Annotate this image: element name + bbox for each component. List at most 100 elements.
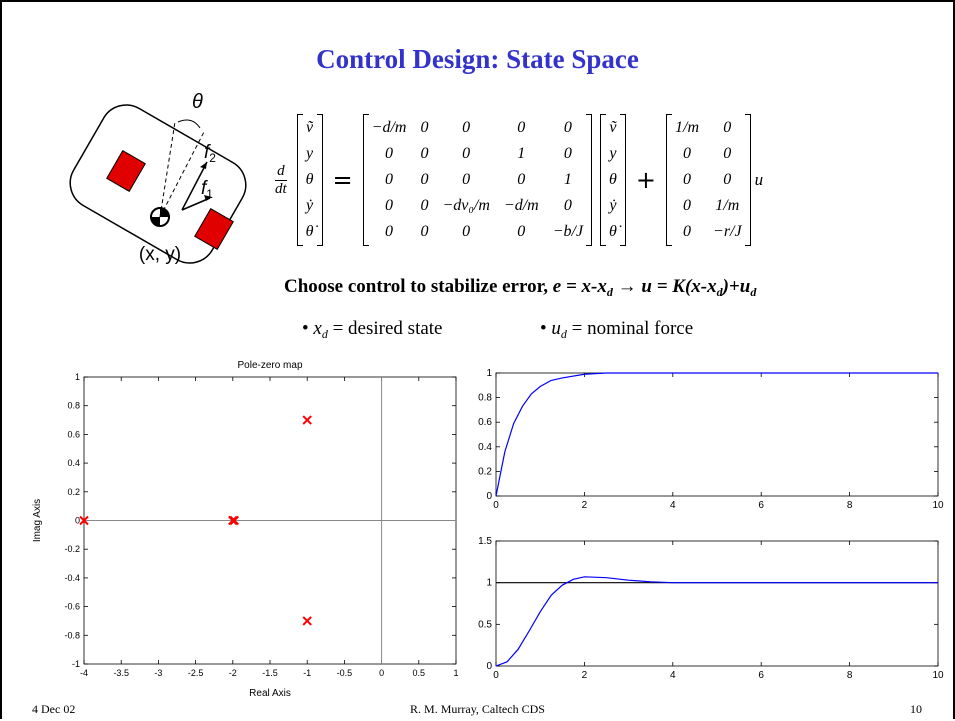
matrix-entry: 0 [675,142,699,166]
x-tick-label: 1 [453,668,458,678]
y-tick-label: 0 [486,491,492,502]
matrix-entry: 0 [713,116,742,140]
bullet-text: • [540,318,551,339]
slide: Control Design: State Space θ f2 f1 (x, … [0,0,955,721]
x-tick-label: -0.5 [337,668,353,678]
state-entry: ṽ [306,116,314,140]
x-tick-label: 10 [932,500,944,511]
y-tick-label: 0.6 [478,417,492,428]
matrix-entry: 0 [442,142,489,166]
y-tick-label: 0.5 [478,619,492,630]
matrix-entry: 0 [372,220,407,244]
force-label: 1 [206,187,213,201]
matrix-entry: 1/m [713,194,742,218]
x-tick-label: 0 [493,500,499,511]
matrix-entry: 0 [675,194,699,218]
x-tick-label: 8 [847,500,853,511]
matrix-entry: −r/J [713,220,742,244]
chart-title: Pole-zero map [237,360,302,371]
force-label: f2 [204,142,216,165]
y-tick-label: 0.4 [478,442,492,453]
y-tick-label: 0.6 [67,429,80,439]
x-tick-label: 6 [758,670,764,681]
matrix-entry: 0 [553,194,583,218]
state-entry: ẏ [609,194,617,218]
x-tick-label: 6 [758,500,764,511]
x-tick-label: -3.5 [113,668,129,678]
plot-frame [496,373,938,496]
footer-author: R. M. Murray, Caltech CDS [0,702,955,717]
x-tick-label: 0.5 [413,668,426,678]
statement-text: )+u [723,276,751,297]
derivative-num: d [275,163,287,181]
matrix-entry: 0 [372,168,407,192]
y-tick-label: 1 [486,368,492,379]
derivative-den: dt [275,181,287,198]
state-equation: ddt ṽyθẏθ̇ = −d/m0000000100000100−dv₀/m−… [275,112,769,248]
statement-text: Choose control to stabilize error, [284,276,553,297]
matrix-entry: 1/m [675,116,699,140]
matrix-entry: 0 [442,116,489,140]
x-tick-label: 0 [379,668,384,678]
bullet-text: = desired state [328,318,443,339]
x-tick-label: -1.5 [262,668,278,678]
matrix-entry: 1 [553,168,583,192]
y-tick-label: 0.8 [478,393,492,404]
y-tick-label: 1 [75,372,80,382]
force-label: 2 [209,151,216,165]
matrix-entry: 0 [504,168,539,192]
state-entry: θ̇ [306,220,314,244]
a-matrix: −d/m0000000100000100−dv₀/m−d/m00000−b/J [363,114,592,246]
statement-text: u = K(x-x [641,276,716,297]
matrix-entry: 0 [675,220,699,244]
state-entry: θ̇ [609,220,617,244]
matrix-entry: 0 [504,220,539,244]
input: u [755,170,764,190]
state-entry: ẏ [306,194,314,218]
statement-text: d [750,285,756,299]
matrix-entry: 0 [504,116,539,140]
state-entry: θ [609,168,617,192]
y-tick-label: -0.4 [64,573,80,583]
y-tick-label: 0.4 [67,458,80,468]
matrix-entry: 0 [372,194,407,218]
y-tick-label: 1 [486,578,492,589]
robot-diagram: θ f2 f1 (x, y) [61,91,256,272]
x-tick-label: -2 [229,668,237,678]
x-tick-label: -3 [154,668,162,678]
y-tick-label: 0 [486,661,492,672]
bullet-text: x [313,318,321,339]
y-tick-label: 0 [75,516,80,526]
y-tick-label: 1.5 [478,536,492,547]
matrix-entry: 0 [713,142,742,166]
x-tick-label: -1 [303,668,311,678]
state-vector: ṽyθẏθ̇ [297,114,323,246]
statement: Choose control to stabilize error, e = x… [284,276,756,300]
state-entry: θ [306,168,314,192]
y-tick-label: 0.2 [478,466,492,477]
y-axis-label: Imag Axis [32,499,43,542]
x-axis-label: Real Axis [249,688,291,699]
matrix-entry: −b/J [553,220,583,244]
matrix-entry: 0 [442,220,489,244]
matrix-entry: 0 [420,220,428,244]
state-entry: y [609,142,617,166]
bullet-text: u [551,318,561,339]
matrix-entry: 0 [372,142,407,166]
y-tick-label: -0.8 [64,630,80,640]
footer-page: 10 [910,702,922,717]
state-entry: y [306,142,314,166]
matrix-entry: 0 [675,168,699,192]
matrix-entry: 0 [713,168,742,192]
matrix-entry: 0 [553,116,583,140]
y-tick-label: -0.2 [64,544,80,554]
x-tick-label: 4 [670,670,676,681]
matrix-entry: 0 [420,168,428,192]
matrix-entry: 0 [553,142,583,166]
matrix-entry: −dv₀/m [442,194,489,218]
y-tick-label: 0.2 [67,487,80,497]
plot-frame [496,541,938,666]
matrix-entry: 1 [504,142,539,166]
